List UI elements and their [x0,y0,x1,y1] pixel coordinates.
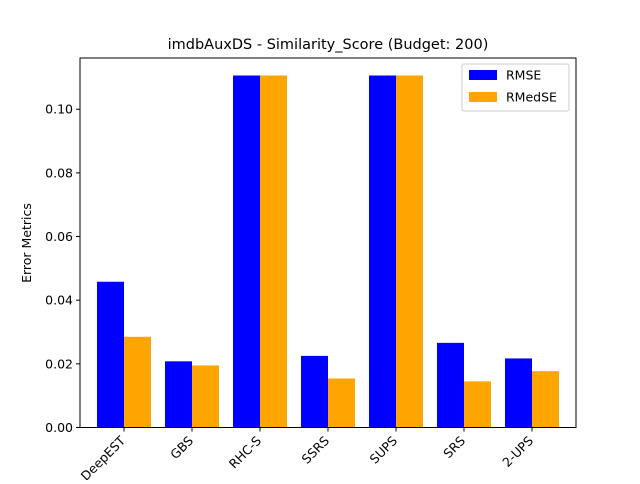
y-tick-label: 0.02 [45,356,73,371]
bar-rmse-ssrs [301,355,328,428]
y-axis: 0.00 0.02 0.04 0.06 0.08 0.10 [45,102,80,435]
bar-rmedse-sups [396,75,423,428]
bar-rmedse-deepest [124,336,151,428]
legend: RMSE RMedSE [461,63,570,112]
y-tick-label: 0.06 [45,229,73,244]
bar-rmse-rhc-s [233,75,260,428]
legend-label-rmse: RMSE [506,68,541,83]
chart-title: imdbAuxDS - Similarity_Score (Budget: 20… [168,37,489,53]
y-tick-label: 0.08 [45,165,73,180]
bar-rmse-deepest [97,281,124,428]
bar-rmse-2-ups [505,358,532,428]
bar-rmedse-ssrs [328,378,355,428]
legend-swatch-rmedse [469,92,497,102]
bar-rmedse-srs [464,381,491,428]
bar-rmedse-2-ups [532,371,559,428]
y-tick-label: 0.10 [45,102,73,117]
y-axis-label: Error Metrics [19,203,34,283]
bars-layer [97,75,559,428]
y-tick-label: 0.00 [45,420,73,435]
bar-rmedse-rhc-s [260,75,287,428]
legend-label-rmedse: RMedSE [506,90,557,105]
bar-rmedse-gbs [192,365,219,428]
y-tick-label: 0.04 [45,293,73,308]
legend-swatch-rmse [469,70,497,80]
bar-rmse-sups [369,75,396,428]
bar-rmse-gbs [165,361,192,428]
bar-rmse-srs [437,342,464,428]
